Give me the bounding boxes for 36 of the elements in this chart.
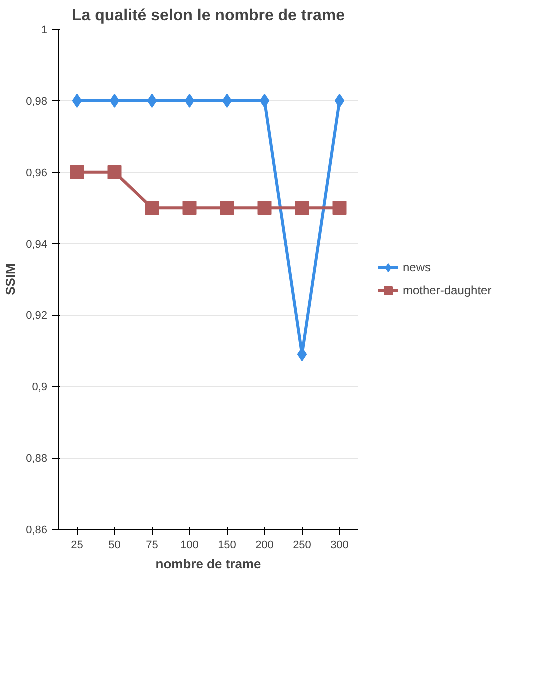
point <box>110 94 120 108</box>
x-tick-label: 50 <box>108 540 121 552</box>
x-tick-label: 300 <box>330 540 349 552</box>
y-tick-label: 1 <box>41 24 48 36</box>
point <box>145 201 160 216</box>
y-tick-label: 0,88 <box>26 453 48 466</box>
x-tick-label: 150 <box>218 540 236 552</box>
point <box>147 94 158 108</box>
legend-label: news <box>403 260 432 274</box>
y-tick-label: 0,94 <box>26 238 48 251</box>
x-tick-label: 250 <box>293 540 312 552</box>
point <box>182 201 197 216</box>
y-tick-label: 0,96 <box>26 167 48 180</box>
point <box>258 201 272 216</box>
point <box>108 165 122 180</box>
y-tick-label: 0,86 <box>26 524 48 536</box>
y-axis-title: SSIM <box>3 264 18 296</box>
point <box>220 201 234 216</box>
point <box>184 94 195 108</box>
point <box>334 94 345 108</box>
x-axis-title: nombre de trame <box>156 556 262 572</box>
x-tick-label: 75 <box>146 540 158 552</box>
point <box>222 94 232 108</box>
x-tick-label: 100 <box>180 540 199 552</box>
point <box>72 94 82 108</box>
point <box>70 165 84 180</box>
point <box>260 94 270 108</box>
point <box>295 201 310 216</box>
y-tick-label: 0,9 <box>32 382 48 394</box>
x-tick-label: 25 <box>71 540 84 552</box>
legend-label: mother-daughter <box>403 284 492 298</box>
x-tick-label: 200 <box>256 540 274 552</box>
y-tick-label: 0,92 <box>26 310 48 322</box>
y-tick-label: 0,98 <box>26 96 48 108</box>
chart-title: La qualité selon le nombre de trame <box>72 8 346 24</box>
point <box>332 201 347 216</box>
